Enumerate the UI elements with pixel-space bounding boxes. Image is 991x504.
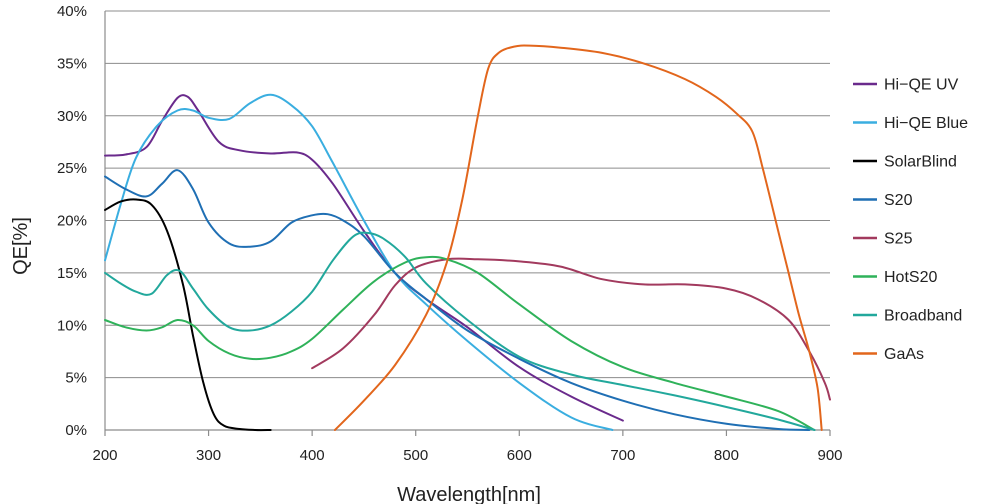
series-line-s25 <box>311 257 831 401</box>
series-line-s20 <box>104 169 811 431</box>
legend-label: Broadband <box>884 308 962 325</box>
series-lines <box>104 44 831 432</box>
x-tick-label: 400 <box>300 447 325 464</box>
x-tick-label: 700 <box>610 447 635 464</box>
series-line-gaas <box>333 44 823 431</box>
y-tick-label: 5% <box>65 370 87 387</box>
y-tick-label: 15% <box>57 265 87 282</box>
y-tick-label: 30% <box>57 108 87 125</box>
x-tick-label: 300 <box>196 447 221 464</box>
legend-label: S25 <box>884 231 913 248</box>
legend-label: Hi−QE UV <box>884 77 959 94</box>
y-tick-label: 10% <box>57 317 87 334</box>
x-tick-label: 600 <box>507 447 532 464</box>
series-line-solarblind <box>104 198 272 432</box>
x-tick-labels: 200 300 400 500 600 700 800 900 <box>92 447 842 464</box>
y-tick-label: 40% <box>57 3 87 20</box>
series-line-hi-qe-blue <box>104 93 614 431</box>
y-tick-labels: 0% 5% 10% 15% 20% 25% 30% 35% 40% <box>57 3 87 439</box>
legend-label: SolarBlind <box>884 154 957 171</box>
legend: Hi−QE UV Hi−QE Blue SolarBlind S20 S25 HotS20… <box>853 77 968 363</box>
series-line-broadband <box>104 231 816 431</box>
y-tick-label: 25% <box>57 160 87 177</box>
legend-label: S20 <box>884 192 913 209</box>
y-tick-label: 20% <box>57 213 87 230</box>
y-axis-label: QE[%] <box>10 217 32 275</box>
legend-label: GaAs <box>884 346 924 363</box>
x-tick-label: 200 <box>92 447 117 464</box>
legend-label: HotS20 <box>884 269 937 286</box>
y-tick-label: 35% <box>57 55 87 72</box>
x-axis-label: Wavelength[nm] <box>397 484 541 504</box>
x-tick-label: 500 <box>403 447 428 464</box>
legend-label: Hi−QE Blue <box>884 115 968 132</box>
gridlines <box>104 10 831 436</box>
series-line-hots20 <box>104 255 816 431</box>
x-tick-label: 900 <box>817 447 842 464</box>
y-tick-label: 0% <box>65 422 87 439</box>
x-tick-label: 800 <box>714 447 739 464</box>
